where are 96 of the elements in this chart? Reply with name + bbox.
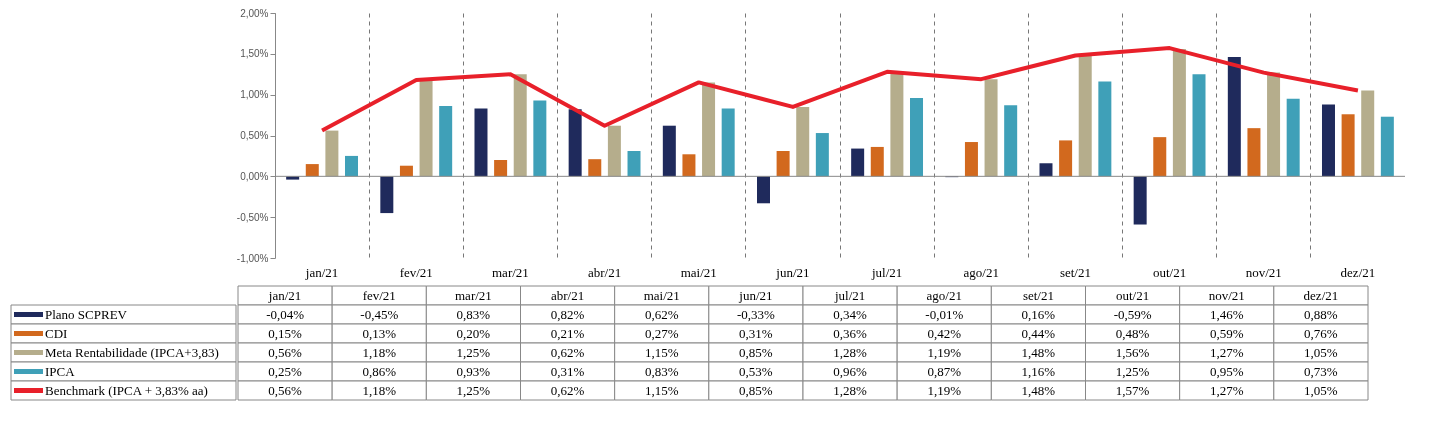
data-label: 0,73% <box>1304 363 1338 379</box>
category-label: fev/21 <box>362 287 396 303</box>
legend-label: CDI <box>45 325 68 341</box>
x-tick-label: jan/21 <box>304 264 339 280</box>
data-label: -0,59% <box>1113 306 1152 322</box>
data-label: 0,25% <box>268 363 303 379</box>
data-label: 0,62% <box>644 306 679 322</box>
y-tick-label: -1,00% <box>236 252 269 264</box>
data-label: 1,25% <box>456 382 491 398</box>
data-label: 0,86% <box>362 363 397 379</box>
x-tick-label: set/21 <box>1059 264 1091 280</box>
data-label: 0,83% <box>644 363 679 379</box>
data-label: 0,85% <box>739 344 773 360</box>
legend-label: IPCA <box>45 363 76 379</box>
data-label: -0,04% <box>266 306 305 322</box>
data-label: 1,05% <box>1304 344 1338 360</box>
data-label: 0,42% <box>927 325 962 341</box>
data-label: 0,83% <box>456 306 491 322</box>
data-label: 1,16% <box>1021 363 1056 379</box>
data-label: 0,56% <box>268 344 303 360</box>
category-label: jun/21 <box>739 287 773 303</box>
x-tick-label: mar/21 <box>492 264 529 280</box>
y-tick-label: 0,00% <box>240 170 269 182</box>
data-label: 1,25% <box>456 344 491 360</box>
category-label: jul/21 <box>834 287 866 303</box>
data-label: 0,85% <box>739 382 773 398</box>
y-tick-label: 1,50% <box>240 48 269 60</box>
data-label: 0,88% <box>1304 306 1338 322</box>
data-label: 0,48% <box>1115 325 1150 341</box>
data-label: 0,15% <box>268 325 303 341</box>
data-label: 1,18% <box>362 344 397 360</box>
data-label: -0,45% <box>360 306 399 322</box>
category-label: mar/21 <box>455 287 492 303</box>
category-label: jan/21 <box>268 287 302 303</box>
data-label: 1,25% <box>1115 363 1150 379</box>
x-tick-label: fev/21 <box>399 264 433 280</box>
data-label: 0,13% <box>362 325 397 341</box>
x-tick-label: nov/21 <box>1245 264 1282 280</box>
data-label: 1,18% <box>362 382 397 398</box>
legend-label: Meta Rentabilidade (IPCA+3,83) <box>45 344 219 360</box>
data-label: 0,62% <box>550 382 585 398</box>
category-label: ago/21 <box>926 287 962 303</box>
data-label: 1,15% <box>644 382 679 398</box>
data-label: 1,28% <box>833 344 868 360</box>
data-label: 1,46% <box>1209 306 1244 322</box>
data-label: 1,57% <box>1115 382 1150 398</box>
x-tick-label: jul/21 <box>870 264 903 280</box>
x-tick-label: dez/21 <box>1340 264 1376 280</box>
data-label: 1,19% <box>927 382 962 398</box>
data-label: 0,27% <box>644 325 679 341</box>
data-label: 0,56% <box>268 382 303 398</box>
y-tick-label: 0,50% <box>240 130 269 141</box>
category-label: mai/21 <box>643 287 680 303</box>
data-label: -0,33% <box>736 306 776 322</box>
data-label: 0,76% <box>1304 325 1338 341</box>
data-label: 0,59% <box>1209 325 1244 341</box>
data-label: 1,05% <box>1304 382 1338 398</box>
data-label: 1,19% <box>927 344 962 360</box>
y-tick-label: 1,00% <box>240 89 269 101</box>
data-label: 0,31% <box>550 363 585 379</box>
data-label: 0,87% <box>927 363 962 379</box>
data-label: 0,44% <box>1021 325 1056 341</box>
category-label: dez/21 <box>1303 287 1339 303</box>
data-label: 0,82% <box>550 306 585 322</box>
data-label: 1,27% <box>1209 344 1244 360</box>
category-label: abr/21 <box>550 287 585 303</box>
data-label: 0,31% <box>739 325 773 341</box>
category-label: nov/21 <box>1208 287 1245 303</box>
x-tick-label: abr/21 <box>587 264 622 280</box>
data-label: 0,53% <box>739 363 773 379</box>
data-label: 0,34% <box>833 306 868 322</box>
data-label: 1,48% <box>1021 382 1056 398</box>
y-tick-label: -0,50% <box>236 211 269 223</box>
data-label: 0,62% <box>550 344 585 360</box>
x-tick-label: out/21 <box>1152 264 1187 280</box>
category-label: set/21 <box>1022 287 1054 303</box>
data-label: 0,93% <box>456 363 491 379</box>
y-tick-label: 2,00% <box>240 7 269 19</box>
data-label: 0,16% <box>1021 306 1056 322</box>
legend-label: Benchmark (IPCA + 3,83% aa) <box>45 382 208 398</box>
data-label: 0,95% <box>1209 363 1244 379</box>
data-label: -0,01% <box>925 306 964 322</box>
x-tick-label: ago/21 <box>963 264 999 280</box>
data-label: 1,15% <box>644 344 679 360</box>
data-label: 0,36% <box>833 325 868 341</box>
data-label: 1,48% <box>1021 344 1056 360</box>
data-label: 1,28% <box>833 382 868 398</box>
x-tick-label: jun/21 <box>775 264 810 280</box>
data-label: 0,20% <box>456 325 491 341</box>
data-label: 1,27% <box>1209 382 1244 398</box>
category-label: out/21 <box>1115 287 1150 303</box>
x-tick-label: mai/21 <box>680 264 717 280</box>
data-label: 0,21% <box>550 325 585 341</box>
data-label: 1,56% <box>1115 344 1150 360</box>
legend-label: Plano SCPREV <box>45 306 128 322</box>
data-label: 0,96% <box>833 363 868 379</box>
